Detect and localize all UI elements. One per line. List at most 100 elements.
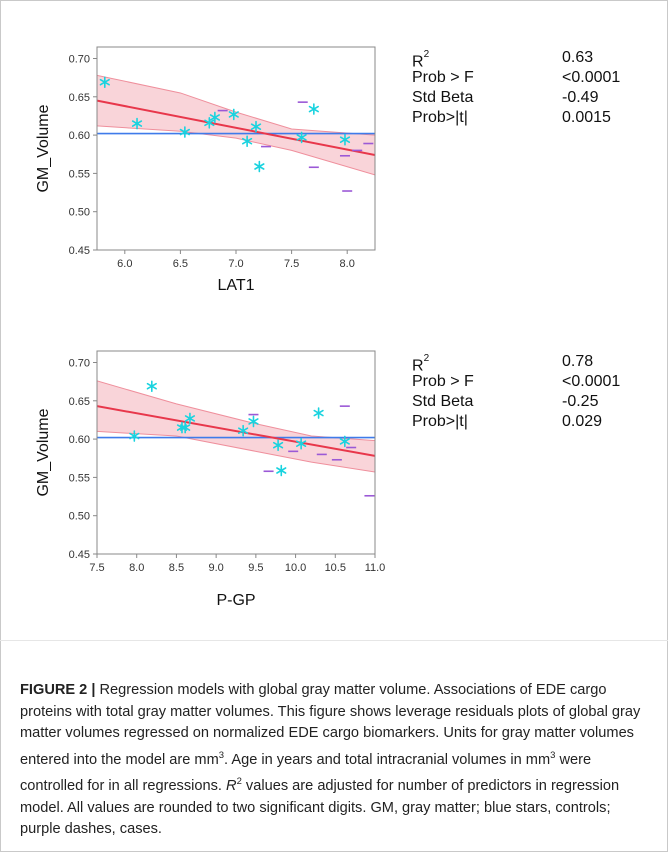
control-star-point [254,160,265,173]
control-star-point [238,424,249,437]
stat-row: Std Beta -0.49 [412,88,642,108]
stat-label: Std Beta [412,393,474,410]
control-star-point [308,103,319,115]
y-tick-label: 0.45 [69,549,90,561]
confidence-band [97,380,375,473]
stat-label: Prob > F [412,373,474,390]
regression-stats-panel-2: R2 0.78 Prob > F <0.0001 Std Beta -0.25 Pro… [412,352,642,432]
control-star-point [339,133,351,146]
chart-panel-1: 0.45 0.50 0.55 0.60 0.65 0.70 6.0 6.5 7.0 7.5 8.0 G… [35,46,376,294]
stat-row: Prob>|t| 0.0015 [412,108,642,128]
y-tick-label: 0.45 [69,245,90,257]
control-star-point [272,439,284,452]
stat-value: 0.0015 [562,109,611,126]
stat-row: Prob > F <0.0001 [412,68,642,88]
stat-label: Prob>|t| [412,109,468,126]
stat-value: -0.49 [562,89,599,106]
confidence-lower [97,125,375,176]
regression-stats-panel-1: R2 0.63 Prob > F <0.0001 Std Beta -0.49 Pro… [412,48,642,128]
y-tick-label: 0.65 [69,396,90,408]
caption-fragment: 3 [550,749,556,761]
plot-area [97,74,375,192]
x-tick-label: 10.0 [285,562,306,574]
stat-row: Std Beta -0.25 [412,392,642,412]
x-tick-label: 6.0 [117,258,132,270]
caption-fragment: were controlled for in all regressions. [20,751,592,795]
caption-fragment: values are adjusted for number of predic… [20,778,620,838]
y-axis-label: GM_Volume [35,104,52,192]
control-star-point [146,380,157,393]
caption-divider [0,640,668,641]
stat-value: <0.0001 [562,373,621,390]
y-tick-label: 0.65 [69,92,90,104]
control-star-point [296,437,307,450]
y-tick-label: 0.50 [69,511,90,523]
fit-line [97,405,375,457]
x-tick-label: 9.0 [208,562,223,574]
figure-charts: 0.45 0.50 0.55 0.60 0.65 0.70 6.0 6.5 7.0 7.5 8.0 G… [35,46,386,609]
control-star-point [241,135,253,148]
chart-panel-2: 0.45 0.50 0.55 0.60 0.65 0.70 7.5 8.0 8.5 9.0 9.5 1… [35,350,386,609]
x-tick-label: 7.5 [89,562,104,574]
caption-fragment: Regression models with global gray matte… [20,682,641,768]
stat-value: 0.63 [562,49,594,66]
stat-row: Prob>|t| 0.029 [412,412,642,432]
control-star-point [296,131,307,144]
y-tick-label: 0.60 [69,130,90,142]
x-tick-label: 6.5 [173,258,188,270]
stat-label: Std Beta [412,89,474,106]
control-star-point [313,407,324,419]
stat-value: 0.029 [562,413,603,430]
plot-area [97,380,375,497]
x-tick-label: 8.5 [169,562,184,574]
control-star-point [179,126,190,138]
y-tick-label: 0.60 [69,434,90,446]
stat-value: -0.25 [562,393,599,410]
x-axis-label: P-GP [216,592,255,609]
y-tick-label: 0.70 [69,53,90,65]
control-star-point [184,412,196,425]
y-tick-label: 0.50 [69,207,90,219]
caption-fragment: 2 [236,776,242,788]
control-star-point [99,76,110,89]
x-tick-label: 11.0 [365,562,386,574]
confidence-band [97,75,375,175]
x-tick-label: 9.5 [248,562,263,574]
x-tick-label: 7.0 [228,258,243,270]
figure-caption: FIGURE 2 | Regression models with global… [20,680,650,841]
plot-frame [96,350,376,555]
caption-text: Regression models with global gray matte… [20,682,640,837]
stat-label: Prob > F [412,69,474,86]
control-star-point [131,117,143,130]
stat-value: <0.0001 [562,69,621,86]
control-star-point [129,430,140,442]
control-star-point [228,108,239,121]
y-tick-label: 0.55 [69,472,90,484]
stat-label: R2 [412,49,430,71]
control-star-point [248,415,259,428]
control-star-point [339,435,350,448]
caption-fragment: R [226,778,237,795]
y-tick-label: 0.70 [69,357,90,369]
control-star-point [204,117,215,129]
y-tick-label: 0.55 [69,168,90,180]
x-tick-label: 10.5 [325,562,346,574]
x-tick-label: 7.5 [284,258,299,270]
stat-row: R2 0.78 [412,352,642,374]
y-axis-label: GM_Volume [35,408,52,496]
control-star-point [276,464,287,477]
control-star-point [180,421,191,434]
confidence-lower [97,430,375,473]
fit-line [97,99,375,156]
stat-label: Prob>|t| [412,413,468,430]
stat-label: R2 [412,353,430,375]
x-axis-label: LAT1 [217,277,254,294]
figure-label: FIGURE 2 | [20,682,96,698]
caption-fragment: 3 [218,749,225,761]
stat-row: R2 0.63 [412,48,642,70]
stat-row: Prob > F <0.0001 [412,372,642,392]
x-tick-label: 8.0 [340,258,355,270]
caption-fragment: . Age in years and total intracranial vo… [224,751,551,768]
control-star-point [209,111,221,124]
control-star-point [250,120,262,133]
